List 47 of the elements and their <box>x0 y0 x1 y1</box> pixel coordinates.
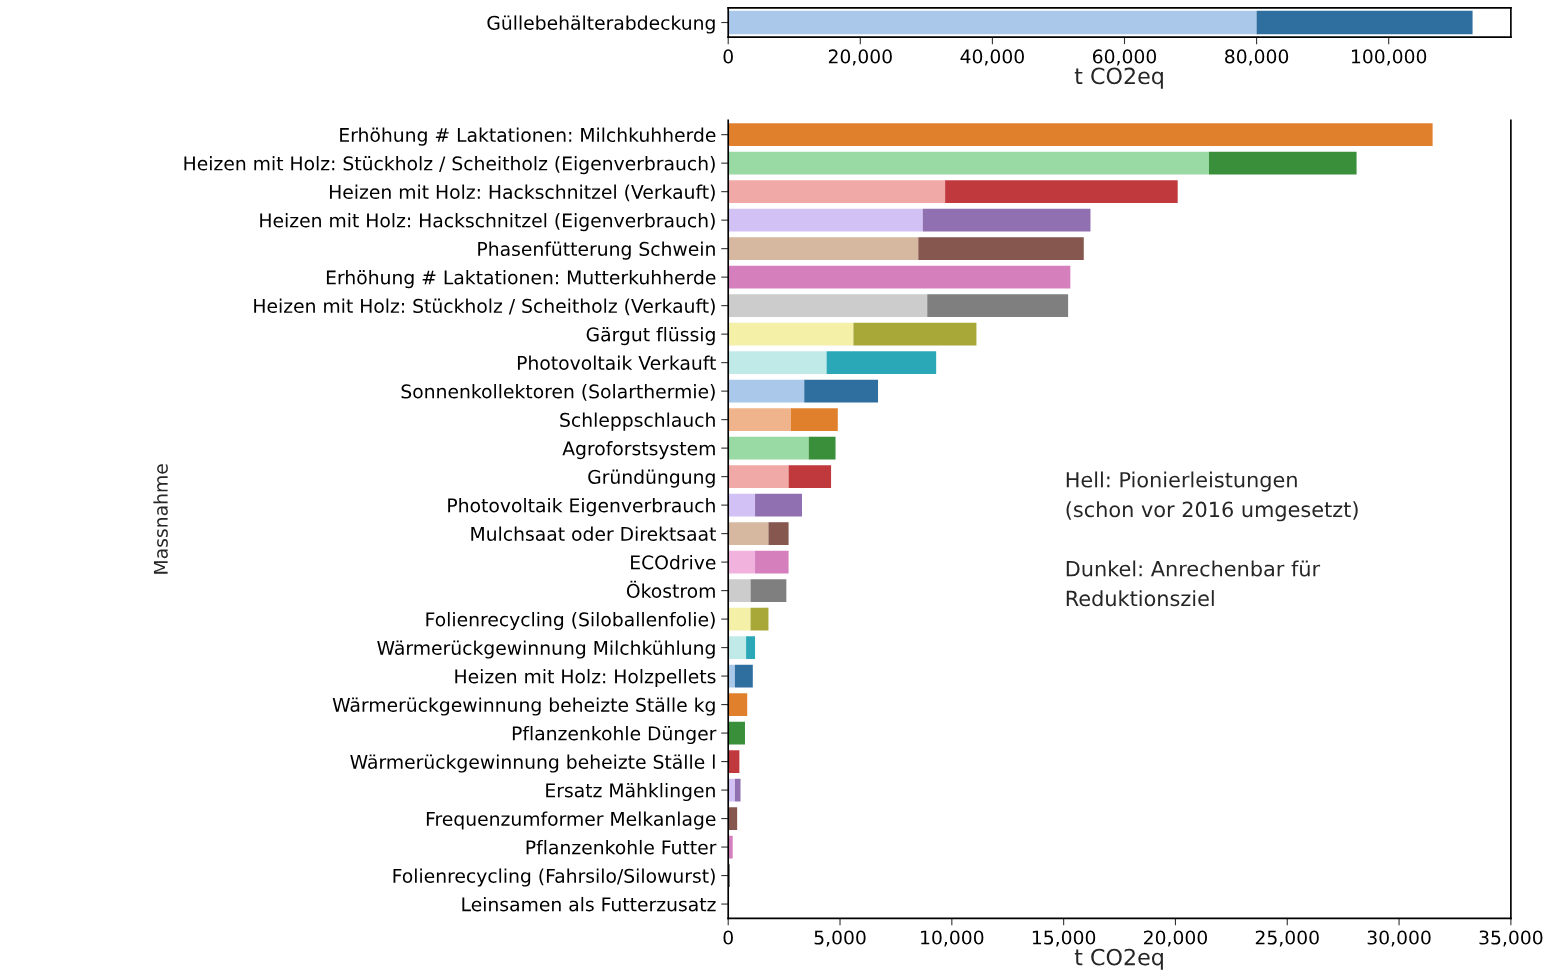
y-tick-label: Sonnenkollektoren (Solarthermie) <box>401 384 715 401</box>
x-tick-label: 80,000 <box>1225 49 1289 66</box>
x-tick-label: 30,000 <box>1367 930 1431 947</box>
y-tick-label: Photovoltaik Verkauft <box>517 355 716 371</box>
x-tick-label: 5,000 <box>814 930 866 947</box>
x-tick-label: 40,000 <box>960 49 1024 66</box>
x-tick-label: 20,000 <box>1144 930 1208 947</box>
y-tick-label: Ökostrom <box>626 580 715 598</box>
x-tick-label: 20,000 <box>828 49 892 66</box>
x-tick-label: 10,000 <box>921 930 984 947</box>
y-tick-label: Pflanzenkohle Futter <box>526 839 717 855</box>
y-tick-label: Ersatz Mähklingen <box>546 782 715 802</box>
y-tick-label: Erhöhung # Laktationen: Mutterkuhherde <box>326 270 716 289</box>
y-tick-label: Wärmerückgewinnung beheizte Ställe kg <box>332 697 715 716</box>
y-tick-label: Pflanzenkohle Dünger <box>512 725 717 745</box>
y-tick-label: Heizen mit Holz: Hackschnitzel (Eigenverbrauch) <box>260 213 715 232</box>
y-axis-title: Massnahme <box>153 464 168 574</box>
y-tick-label: Wärmerückgewinnung Milchkühlung <box>377 640 715 659</box>
y-tick-label: Heizen mit Holz: Stückholz / Scheitholz (Verkauft) <box>254 298 715 316</box>
x-axis-title: t CO2eq <box>1074 948 1163 970</box>
y-tick-label: Leinsamen als Futterzusatz <box>462 896 716 912</box>
text: Hell: Pionierleistungen (schon vor 2016 umgesetzt) Dunkel: Anrechenbar für Reduktionsziel <box>1066 471 1358 607</box>
y-tick-label: Heizen mit Holz: Stückholz / Scheitholz (Eigenverbrauch) <box>184 156 715 175</box>
y-tick-label: Heizen mit Holz: Holzpellets <box>455 668 716 688</box>
y-tick-label: Mulchsaat oder Direktsaat <box>471 526 716 541</box>
x-tick-label: 100,000 <box>1351 49 1427 66</box>
y-tick-label: Schleppschlauch <box>560 412 715 431</box>
y-tick-label: ECOdrive <box>631 554 716 570</box>
x-tick-label: 35,000 <box>1479 930 1543 947</box>
y-tick-label: Folienrecycling (Fahrsilo/Silowurst) <box>393 868 715 887</box>
x-tick-label: 15,000 <box>1032 930 1096 947</box>
x-axis-title: t CO2eq <box>1074 67 1163 89</box>
x-tick-label: 0 <box>723 930 733 945</box>
y-tick-label: Wärmerückgewinnung beheizte Ställe l <box>350 754 715 773</box>
y-tick-label: Güllebehälterabdeckung <box>487 15 715 34</box>
y-tick-label: Agroforstsystem <box>562 441 715 460</box>
x-tick-label: 25,000 <box>1255 930 1319 947</box>
y-tick-label: Gründüngung <box>588 469 715 488</box>
x-tick-label: 60,000 <box>1093 49 1157 66</box>
y-tick-label: Heizen mit Holz: Hackschnitzel (Verkauft) <box>330 184 715 202</box>
y-tick-label: Folienrecycling (Siloballenfolie) <box>426 611 715 631</box>
y-tick-label: Erhöhung # Laktationen: Milchkuhherde <box>340 127 716 146</box>
x-tick-label: 0 <box>723 49 733 64</box>
y-tick-label: Phasenfütterung Schwein <box>478 241 715 260</box>
y-tick-label: Photovoltaik Eigenverbrauch <box>448 497 715 517</box>
y-tick-label: Gärgut flüssig <box>586 327 715 346</box>
y-tick-label: Frequenzumformer Melkanlage <box>426 811 716 830</box>
